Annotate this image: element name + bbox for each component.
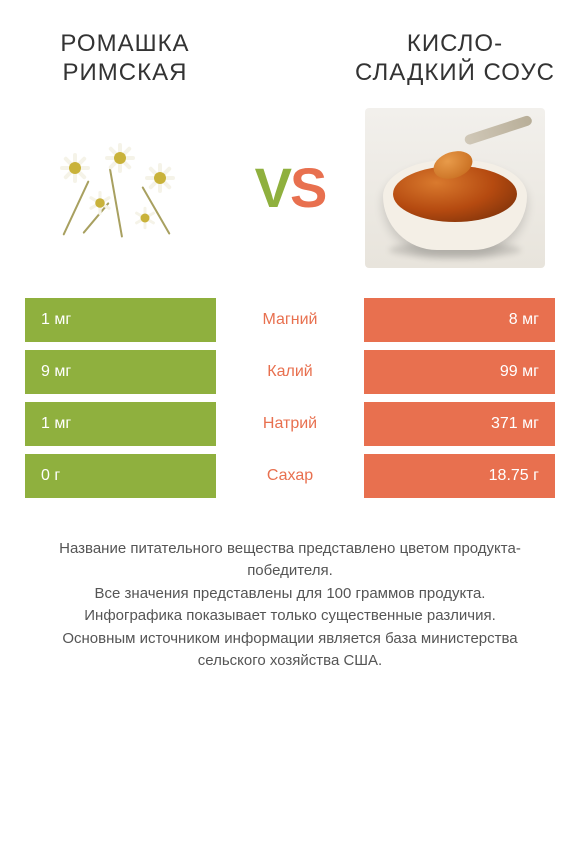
right-value: 8 мг <box>364 298 555 342</box>
nutrient-label: Натрий <box>216 402 364 446</box>
infographic-container: РОМАШКА РИМСКАЯ КИСЛО-СЛАДКИЙ СОУС <box>0 0 580 844</box>
footnote-line: Основным источником информации является … <box>35 628 545 673</box>
footnote-line: Все значения представлены для 100 граммо… <box>35 583 545 606</box>
table-row: 1 мг Натрий 371 мг <box>25 402 555 446</box>
vs-label: VS <box>255 160 326 216</box>
left-value: 0 г <box>25 454 216 498</box>
right-value: 99 мг <box>364 350 555 394</box>
nutrient-label: Калий <box>216 350 364 394</box>
right-product-title: КИСЛО-СЛАДКИЙ СОУС <box>355 30 555 88</box>
left-value: 1 мг <box>25 298 216 342</box>
titles-row: РОМАШКА РИМСКАЯ КИСЛО-СЛАДКИЙ СОУС <box>25 30 555 88</box>
nutrient-label: Сахар <box>216 454 364 498</box>
footnote-line: Инфографика показывает только существенн… <box>35 605 545 628</box>
nutrient-label: Магний <box>216 298 364 342</box>
table-row: 0 г Сахар 18.75 г <box>25 454 555 498</box>
left-product-title: РОМАШКА РИМСКАЯ <box>25 30 225 88</box>
footnote-line: Название питательного вещества представл… <box>35 538 545 583</box>
vs-v-letter: V <box>255 156 290 219</box>
left-product-image <box>35 108 215 268</box>
right-value: 371 мг <box>364 402 555 446</box>
images-row: VS <box>25 108 555 268</box>
footnote-block: Название питательного вещества представл… <box>25 538 555 673</box>
right-value: 18.75 г <box>364 454 555 498</box>
sauce-bowl-icon <box>365 108 545 268</box>
right-product-image <box>365 108 545 268</box>
left-value: 1 мг <box>25 402 216 446</box>
vs-s-letter: S <box>290 156 325 219</box>
table-row: 9 мг Калий 99 мг <box>25 350 555 394</box>
chamomile-icon <box>35 108 215 268</box>
left-value: 9 мг <box>25 350 216 394</box>
comparison-table: 1 мг Магний 8 мг 9 мг Калий 99 мг 1 мг Н… <box>25 298 555 498</box>
table-row: 1 мг Магний 8 мг <box>25 298 555 342</box>
